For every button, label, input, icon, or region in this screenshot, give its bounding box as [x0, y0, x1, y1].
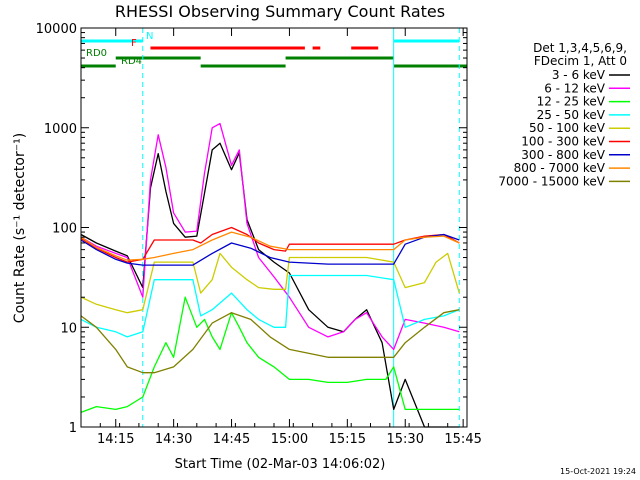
series-line-2: [80, 296, 460, 414]
state-bar-label-f: F: [131, 38, 137, 49]
series-line-8: [80, 309, 460, 374]
legend-label-8: 7000 - 15000 keV: [498, 174, 605, 188]
data-series: [80, 122, 460, 428]
y-axis-label: Count Rate (s⁻¹ detector⁻¹): [12, 133, 28, 323]
y-tick-label: 1000: [44, 122, 77, 137]
legend-label-0: 3 - 6 keV: [552, 68, 606, 82]
series-line-4: [80, 252, 460, 314]
legend-label-2: 12 - 25 keV: [537, 95, 606, 109]
x-tick-label: 14:15: [97, 432, 134, 447]
series-line-1: [80, 122, 460, 351]
legend-label-3: 25 - 50 keV: [537, 108, 606, 122]
series-line-7: [80, 231, 460, 261]
legend: Det 1,3,4,5,6,9,FDecim 1, Att 03 - 6 keV…: [498, 41, 630, 188]
legend-header-line: FDecim 1, Att 0: [534, 54, 627, 68]
y-tick-label: 100: [52, 222, 77, 237]
series-line-3: [80, 274, 460, 338]
axes: 14:15 14:30 14:45 15:00 15:15 15:30 15:45 1 10 10…: [36, 22, 482, 447]
legend-label-6: 300 - 800 keV: [521, 148, 605, 162]
legend-header-line: Det 1,3,4,5,6,9,: [533, 41, 627, 55]
legend-label-4: 50 - 100 keV: [529, 121, 606, 135]
series-line-6: [80, 233, 460, 266]
state-bar-label-rd0: RD0: [86, 48, 107, 59]
legend-label-1: 6 - 12 keV: [544, 81, 606, 95]
x-tick-label: 14:30: [155, 432, 192, 447]
state-bar-label-n: N: [146, 31, 153, 42]
state-bar-label-rd4: RD4: [121, 56, 142, 67]
x-tick-label: 14:45: [213, 432, 250, 447]
y-tick-label: 10: [60, 321, 77, 336]
y-tick-label: 1: [69, 421, 77, 436]
legend-label-7: 800 - 7000 keV: [514, 161, 606, 175]
chart-title: RHESSI Observing Summary Count Rates: [115, 2, 445, 21]
legend-label-5: 100 - 300 keV: [521, 135, 605, 149]
y-tick-label: 10000: [36, 22, 77, 37]
x-axis-label: Start Time (02-Mar-03 14:06:02): [175, 457, 386, 472]
x-tick-label: 15:00: [271, 432, 308, 447]
state-bars: NF RD0 RD4: [81, 31, 467, 68]
x-tick-label: 15:15: [329, 432, 366, 447]
plot-area: NF RD0 RD4: [80, 28, 467, 428]
x-tick-label: 15:45: [444, 432, 481, 447]
footer-stamp: 15-Oct-2021 19:24: [560, 467, 636, 476]
x-tick-label: 15:30: [387, 432, 424, 447]
